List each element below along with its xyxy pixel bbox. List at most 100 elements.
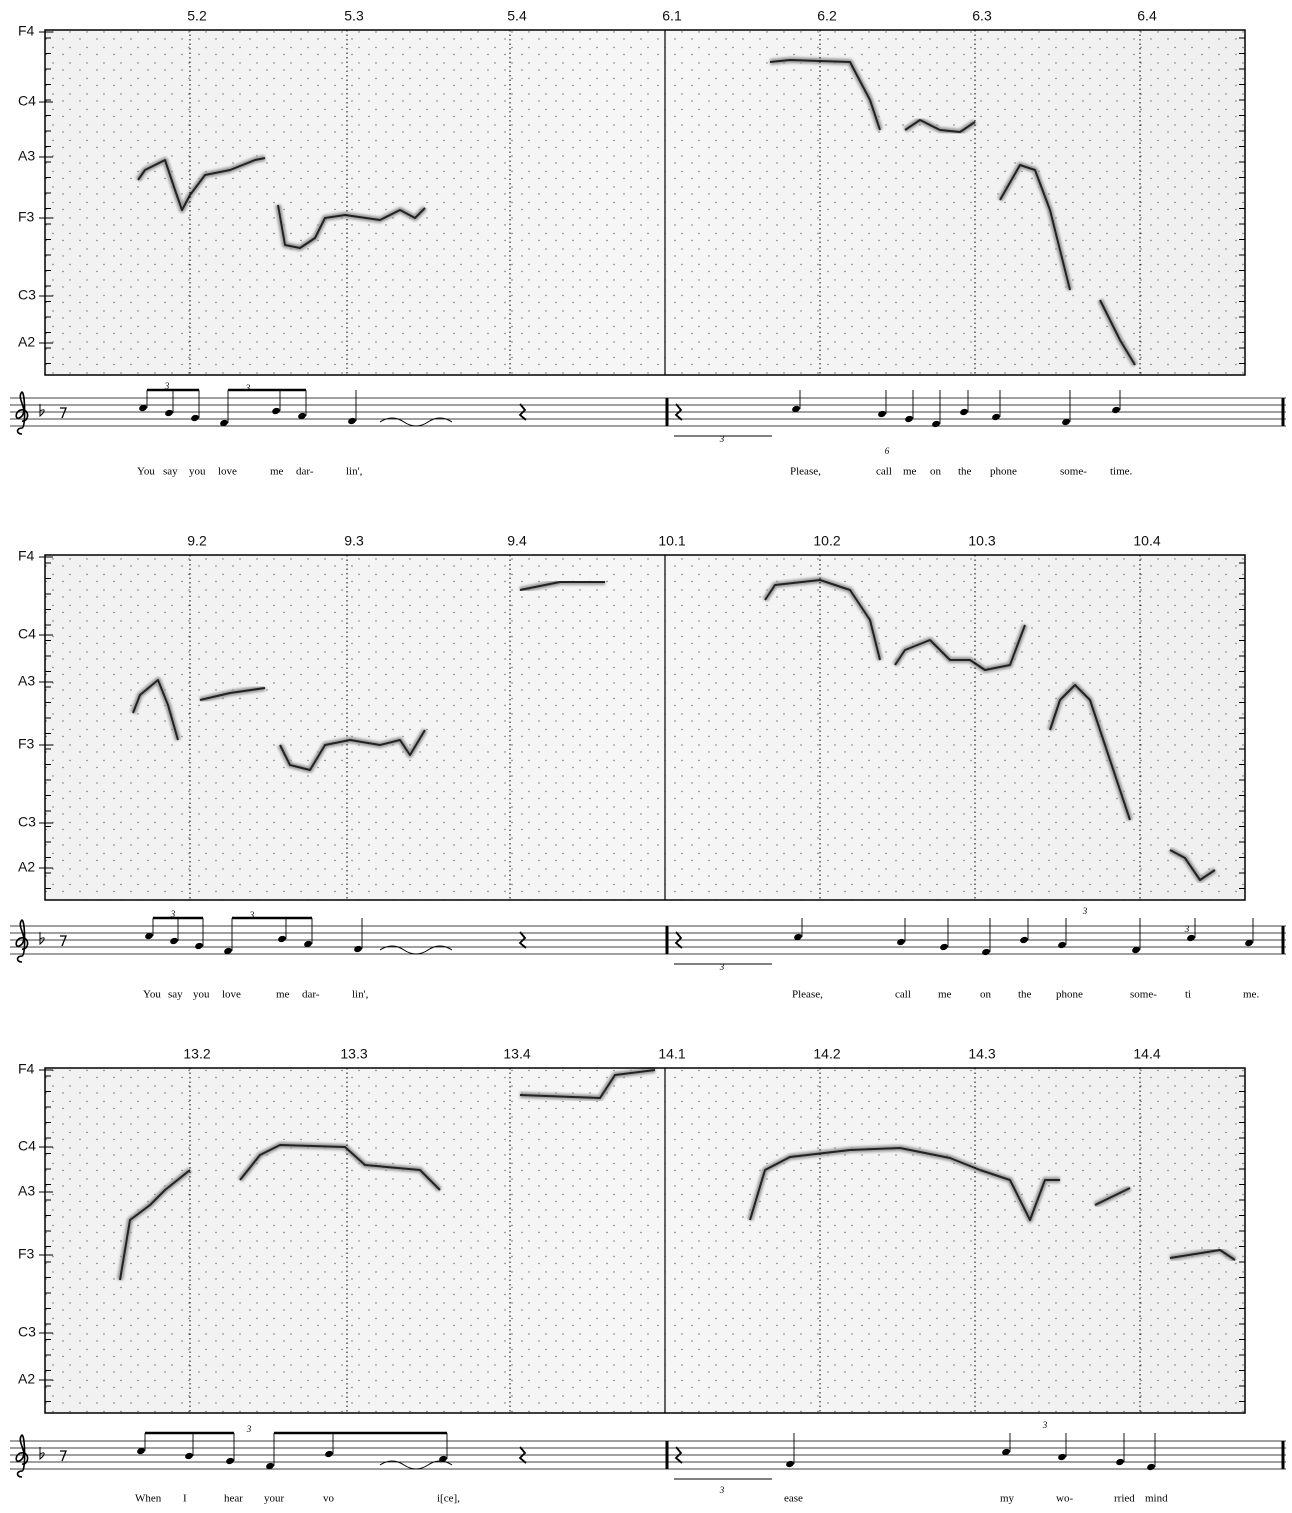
lyric: time. [1110,466,1133,478]
lyric: me. [1243,989,1259,1001]
note-head [298,412,306,420]
beat-label: 14.2 [813,1046,840,1062]
lyric: me [903,466,917,478]
tie-squiggle [379,945,453,955]
pitch-trace [749,1147,1060,1221]
pitch-trace [119,1169,191,1281]
rest [60,935,67,947]
lyric: your [264,1493,285,1505]
lyric: phone [990,466,1017,478]
lyric: you [189,466,206,478]
lyric: me [938,989,952,1001]
pitch-trace [277,204,426,249]
note-head [960,408,968,416]
pitch-trace [769,59,881,131]
lyric: lin', [346,466,363,478]
rest [518,931,527,949]
pitch-label: C4 [18,93,36,109]
lyric: me [270,466,284,478]
note-head [304,940,312,948]
pitch-label: F4 [18,23,35,39]
note-head [786,1460,794,1468]
lyric: phone [1056,989,1083,1001]
system: 9.2 9.3 9.4 10.1 10.2 10.3 10.4 F4 C4 A3 F3 C3 A2 3 3 3… [10,533,1286,1001]
pitch-label: F4 [18,1061,35,1077]
treble-clef [15,391,29,435]
note-head [226,1457,234,1465]
note-head [191,414,199,422]
tuplet-number: 3 [246,1424,252,1434]
note-head [982,948,990,956]
note-head [1062,418,1070,426]
tuplet-number: 3 [170,909,176,919]
tuplet-number: 3 [249,910,255,920]
note-head [932,420,940,428]
pitch-trace [904,119,976,133]
pitch-label: A3 [18,148,35,164]
pitch-label: A2 [18,334,35,350]
note-head [139,404,147,412]
pitch-label: C3 [18,287,36,303]
beat-label: 5.4 [507,8,527,24]
lyric: on [980,989,992,1001]
pitch-label: C3 [18,814,36,830]
spectrogram-frame [44,1067,1246,1414]
lyric: you [193,989,210,1001]
note-head [1187,934,1195,942]
flat-sign [39,932,45,946]
pitch-trace [764,579,881,661]
rest [60,1450,67,1462]
pitch-label: F3 [18,209,35,225]
lyric: Please, [790,466,821,478]
lyric: the [958,466,972,478]
beat-label: 6.2 [817,8,837,24]
pitch-trace [1169,849,1216,881]
note-head [897,938,905,946]
pitch-trace [1094,1187,1131,1206]
note-head [1132,946,1140,954]
tuplet-number: 3 [245,383,251,393]
beat-label: 13.2 [183,1046,210,1062]
note-head [266,1462,274,1470]
lyric: ease [784,1493,803,1505]
note-head [1058,1453,1066,1461]
lyric: hear [224,1493,243,1505]
note-head [1116,1458,1124,1466]
pitch-label: F3 [18,1246,35,1262]
beat-label: 6.3 [972,8,992,24]
note-head [940,943,948,951]
beat-label: 6.4 [1137,8,1157,24]
note-head [905,415,913,423]
system: 13.2 13.3 13.4 14.1 14.2 14.3 14.4 F4 C4 A3 F3 C3 A2… [10,1046,1286,1505]
pitch-trace [199,687,266,701]
note-head [1112,406,1120,414]
note-head [325,1450,333,1458]
pitch-label: A3 [18,673,35,689]
spectrogram-frame [44,29,1246,376]
beat-label: 9.2 [187,533,207,549]
lyric: my [1000,1493,1015,1505]
lyric: some- [1060,466,1087,478]
note-head [1058,941,1066,949]
flat-sign [39,404,45,418]
lyric: lin', [352,989,369,1001]
lyric: dar- [296,466,314,478]
note-head [224,947,232,955]
pitch-trace [132,679,179,741]
lyric: say [168,989,183,1001]
lyric: vo [323,1493,335,1505]
rest [518,1446,527,1464]
beat-label: 13.4 [503,1046,530,1062]
beat-label: 9.4 [507,533,527,549]
beat-label: 13.3 [340,1046,367,1062]
dot-grid [45,555,1245,900]
tuplet-number: 3 [1082,906,1088,916]
beat-label: 10.1 [658,533,685,549]
system: 5.2 5.3 5.4 6.1 6.2 6.3 6.4 F4 C4 A3 F3 C3 A2 3 3 3 6 You… [10,8,1286,478]
pitch-label: F4 [18,548,35,564]
pitch-trace [137,157,266,211]
lyric: dar- [302,989,320,1001]
pitch-label: C4 [18,626,36,642]
lyric: love [218,466,237,478]
